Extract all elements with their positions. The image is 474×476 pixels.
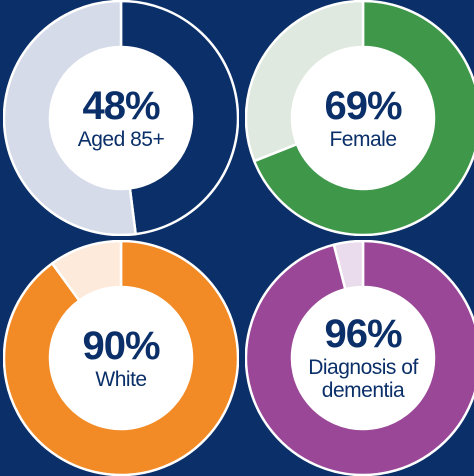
donut-female-value: 69% [324, 83, 402, 128]
donut-female-center [292, 47, 434, 189]
donut-dementia-center [292, 287, 434, 429]
donut-white-value: 90% [82, 323, 160, 368]
donut-aged-85: 48% Aged 85+ [3, 0, 239, 236]
donut-aged-85-label: 48% Aged 85+ [3, 0, 239, 236]
donut-dementia: 96% Diagnosis of dementia [245, 240, 474, 476]
donut-dementia-caption: Diagnosis of dementia [308, 356, 418, 402]
donut-dementia-label: 96% Diagnosis of dementia [245, 240, 474, 476]
donut-white-center [50, 287, 192, 429]
donut-female-caption: Female [329, 127, 397, 151]
donut-aged-85-value: 48% [82, 83, 160, 128]
donut-female: 69% Female [245, 0, 474, 236]
donut-aged-85-center [50, 47, 192, 189]
donut-white-ring [3, 240, 239, 476]
donut-female-label: 69% Female [245, 0, 474, 236]
donut-white-label: 90% White [3, 240, 239, 476]
donut-aged-85-ring [3, 0, 239, 236]
donut-white-caption: White [95, 367, 147, 391]
donut-female-ring [245, 0, 474, 236]
donut-dementia-ring [245, 240, 474, 476]
donut-aged-85-caption: Aged 85+ [77, 127, 165, 151]
donut-white-value-arc [3, 240, 239, 476]
donut-dementia-value: 96% [324, 312, 402, 356]
donut-white: 90% White [3, 240, 239, 476]
